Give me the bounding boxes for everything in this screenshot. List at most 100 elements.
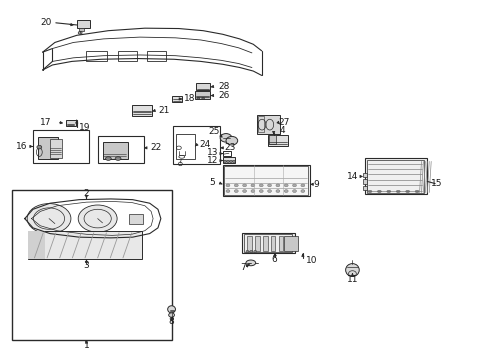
Ellipse shape <box>197 98 200 99</box>
Bar <box>12 190 171 340</box>
Ellipse shape <box>242 190 246 193</box>
Bar <box>38 137 58 159</box>
Ellipse shape <box>225 136 237 145</box>
Ellipse shape <box>229 160 232 162</box>
Ellipse shape <box>37 145 41 149</box>
Text: 10: 10 <box>305 256 317 265</box>
Ellipse shape <box>225 184 229 187</box>
Bar <box>267 135 287 146</box>
Text: 18: 18 <box>184 94 195 103</box>
Ellipse shape <box>259 190 263 193</box>
Ellipse shape <box>225 190 229 193</box>
Ellipse shape <box>223 160 226 162</box>
Text: 19: 19 <box>79 123 91 132</box>
Ellipse shape <box>168 313 174 317</box>
Bar <box>147 51 165 61</box>
Bar <box>262 237 267 251</box>
Bar <box>118 51 136 62</box>
Ellipse shape <box>367 190 371 193</box>
Text: 20: 20 <box>41 18 52 27</box>
Bar <box>196 83 210 90</box>
Text: 8: 8 <box>168 316 174 325</box>
Bar <box>242 233 294 253</box>
Bar <box>223 151 230 156</box>
Bar <box>28 231 45 259</box>
Ellipse shape <box>292 190 296 193</box>
Ellipse shape <box>105 157 111 160</box>
Ellipse shape <box>201 98 204 99</box>
Ellipse shape <box>292 184 296 187</box>
Ellipse shape <box>300 190 304 193</box>
Text: 9: 9 <box>313 180 319 189</box>
Bar <box>171 96 182 102</box>
Bar <box>77 20 90 28</box>
Ellipse shape <box>226 160 229 162</box>
Ellipse shape <box>242 184 246 187</box>
Ellipse shape <box>245 250 248 252</box>
Ellipse shape <box>284 184 287 187</box>
Text: 14: 14 <box>346 172 357 181</box>
Bar <box>66 120 76 126</box>
Ellipse shape <box>284 190 287 193</box>
Bar <box>176 134 195 159</box>
Bar <box>223 157 235 163</box>
Bar <box>224 166 307 195</box>
Bar <box>363 186 366 190</box>
Text: 27: 27 <box>278 118 289 127</box>
Ellipse shape <box>275 190 279 193</box>
Ellipse shape <box>300 184 304 187</box>
Bar <box>98 136 143 163</box>
Bar <box>33 130 89 163</box>
Bar <box>363 179 366 184</box>
Ellipse shape <box>167 306 175 313</box>
Text: 17: 17 <box>41 118 52 127</box>
Ellipse shape <box>377 190 381 193</box>
Ellipse shape <box>259 184 263 187</box>
Bar <box>366 160 424 193</box>
Text: 26: 26 <box>218 91 229 100</box>
Bar <box>258 116 264 132</box>
Ellipse shape <box>405 190 409 193</box>
Bar <box>243 234 291 252</box>
Bar <box>278 237 283 251</box>
Ellipse shape <box>386 190 390 193</box>
Bar <box>172 126 220 164</box>
Ellipse shape <box>245 260 255 266</box>
Text: 23: 23 <box>224 143 235 152</box>
Text: 4: 4 <box>279 126 284 135</box>
Bar <box>131 105 152 116</box>
Bar <box>222 165 309 196</box>
Text: 15: 15 <box>430 179 442 188</box>
Ellipse shape <box>232 160 235 162</box>
Ellipse shape <box>250 184 254 187</box>
Text: 2: 2 <box>83 189 89 198</box>
Ellipse shape <box>27 203 71 234</box>
Text: 16: 16 <box>16 142 27 151</box>
Ellipse shape <box>345 264 359 276</box>
Bar <box>195 91 210 99</box>
Text: 1: 1 <box>83 341 89 350</box>
Ellipse shape <box>267 184 271 187</box>
Ellipse shape <box>234 184 238 187</box>
Text: 22: 22 <box>150 143 162 152</box>
Ellipse shape <box>115 157 121 160</box>
Text: 25: 25 <box>208 127 219 136</box>
Text: 5: 5 <box>209 178 215 187</box>
Bar <box>79 28 84 31</box>
Ellipse shape <box>275 184 279 187</box>
Bar <box>50 139 62 158</box>
Ellipse shape <box>250 190 254 193</box>
Ellipse shape <box>234 190 238 193</box>
Ellipse shape <box>249 250 252 252</box>
Ellipse shape <box>395 190 399 193</box>
Bar <box>246 237 251 251</box>
Text: 12: 12 <box>206 156 218 165</box>
Bar <box>86 51 107 62</box>
Ellipse shape <box>267 190 271 193</box>
Bar <box>363 173 366 177</box>
Text: 11: 11 <box>346 275 357 284</box>
Text: 13: 13 <box>206 148 218 157</box>
Bar <box>102 142 127 159</box>
Bar <box>270 237 275 251</box>
Bar <box>365 158 427 194</box>
